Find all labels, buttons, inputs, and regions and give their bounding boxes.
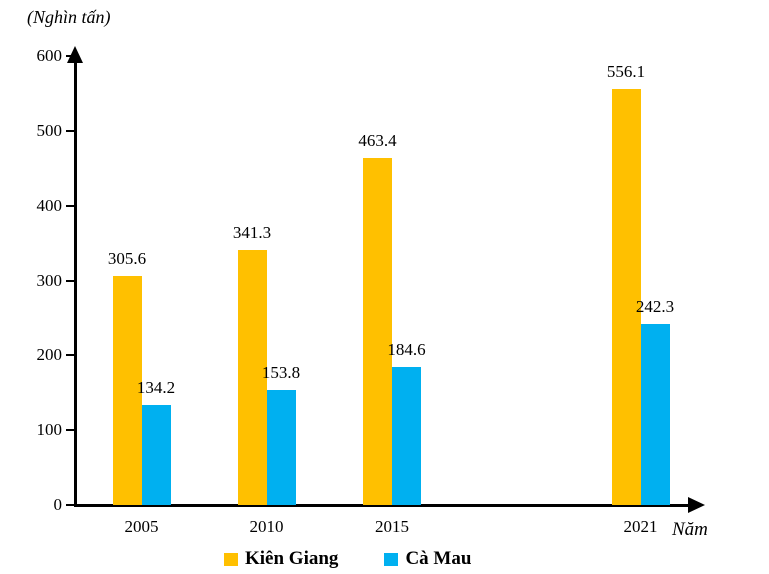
bar-cà-mau-2015 <box>392 366 421 505</box>
legend-label-ca-mau: Cà Mau <box>405 548 472 569</box>
bar-value-label: 184.6 <box>387 339 426 359</box>
legend-swatch-ca-mau-icon <box>384 552 399 566</box>
y-axis-arrow-icon <box>67 46 83 63</box>
legend-item-kien-giang: Kiên Giang <box>224 548 338 570</box>
y-tick <box>66 204 75 207</box>
y-tick <box>66 279 75 282</box>
y-tick-label: 500 <box>36 120 63 140</box>
bar-value-label: 242.3 <box>635 296 675 316</box>
bar-cà-mau-2010 <box>266 389 296 505</box>
bar-value-label: 305.6 <box>107 249 147 269</box>
bar-value-label: 341.3 <box>232 222 272 242</box>
bar-kiên-giang-2005 <box>112 276 142 505</box>
y-tick-label: 300 <box>36 270 63 290</box>
x-category-label: 2015 <box>375 517 409 536</box>
y-tick-label: 100 <box>36 420 63 440</box>
y-axis-unit-label: (Nghìn tấn) <box>27 7 111 27</box>
x-axis-title: Năm <box>672 519 708 540</box>
legend-item-ca-mau: Cà Mau <box>384 548 471 570</box>
legend-swatch-kien-giang-icon <box>224 552 238 566</box>
bar-kiên-giang-2010 <box>237 249 267 505</box>
bar-value-label: 556.1 <box>606 61 646 81</box>
bar-kiên-giang-2015 <box>363 158 392 505</box>
x-category-label: 2010 <box>249 517 284 536</box>
x-category-label: 2021 <box>623 517 658 536</box>
y-tick-label: 600 <box>36 46 63 65</box>
bar-cà-mau-2021 <box>640 323 670 505</box>
bar-value-label: 463.4 <box>358 131 397 151</box>
legend: Kiên Giang Cà Mau <box>224 548 471 570</box>
x-axis-line <box>74 504 689 507</box>
x-category-label: 2005 <box>124 517 159 536</box>
y-tick-label: 0 <box>53 495 63 514</box>
y-tick-label: 400 <box>36 195 63 215</box>
bar-value-label: 134.2 <box>136 377 176 397</box>
bar-cà-mau-2005 <box>141 404 171 505</box>
legend-label-kien-giang: Kiên Giang <box>245 548 339 569</box>
y-tick <box>66 429 75 432</box>
bar-kiên-giang-2021 <box>611 88 641 505</box>
y-tick <box>66 55 75 57</box>
y-tick <box>66 504 75 506</box>
y-tick-label: 200 <box>36 345 63 365</box>
x-axis-arrow-icon <box>688 497 705 513</box>
y-tick <box>66 354 75 357</box>
y-axis-line <box>74 58 77 505</box>
bar-value-label: 153.8 <box>261 362 301 382</box>
y-tick <box>66 129 75 132</box>
